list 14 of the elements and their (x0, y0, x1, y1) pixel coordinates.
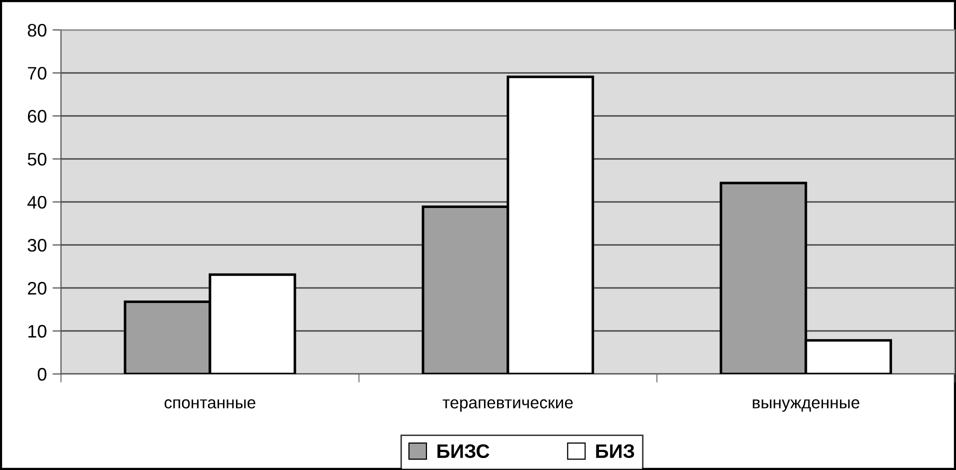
y-tick-label: 70 (28, 66, 46, 80)
legend-label: БИЗ (596, 444, 634, 458)
y-tick-label: 30 (28, 238, 46, 252)
y-tick-label: 40 (27, 196, 46, 209)
x-tick-label: спонтанные (164, 399, 256, 408)
x-tick-label: терапевтические (442, 399, 573, 412)
y-tick-label: 80 (28, 24, 46, 37)
y-tick-label: 50 (28, 152, 46, 166)
y-tick-label: 60 (28, 110, 46, 123)
y-tick-label: 0 (38, 368, 46, 381)
y-tick-label: 20 (28, 282, 46, 295)
legend-label: БИЗС (437, 444, 490, 458)
y-tick-label: 10 (28, 324, 46, 338)
x-tick-label: вынужденные (752, 399, 860, 412)
